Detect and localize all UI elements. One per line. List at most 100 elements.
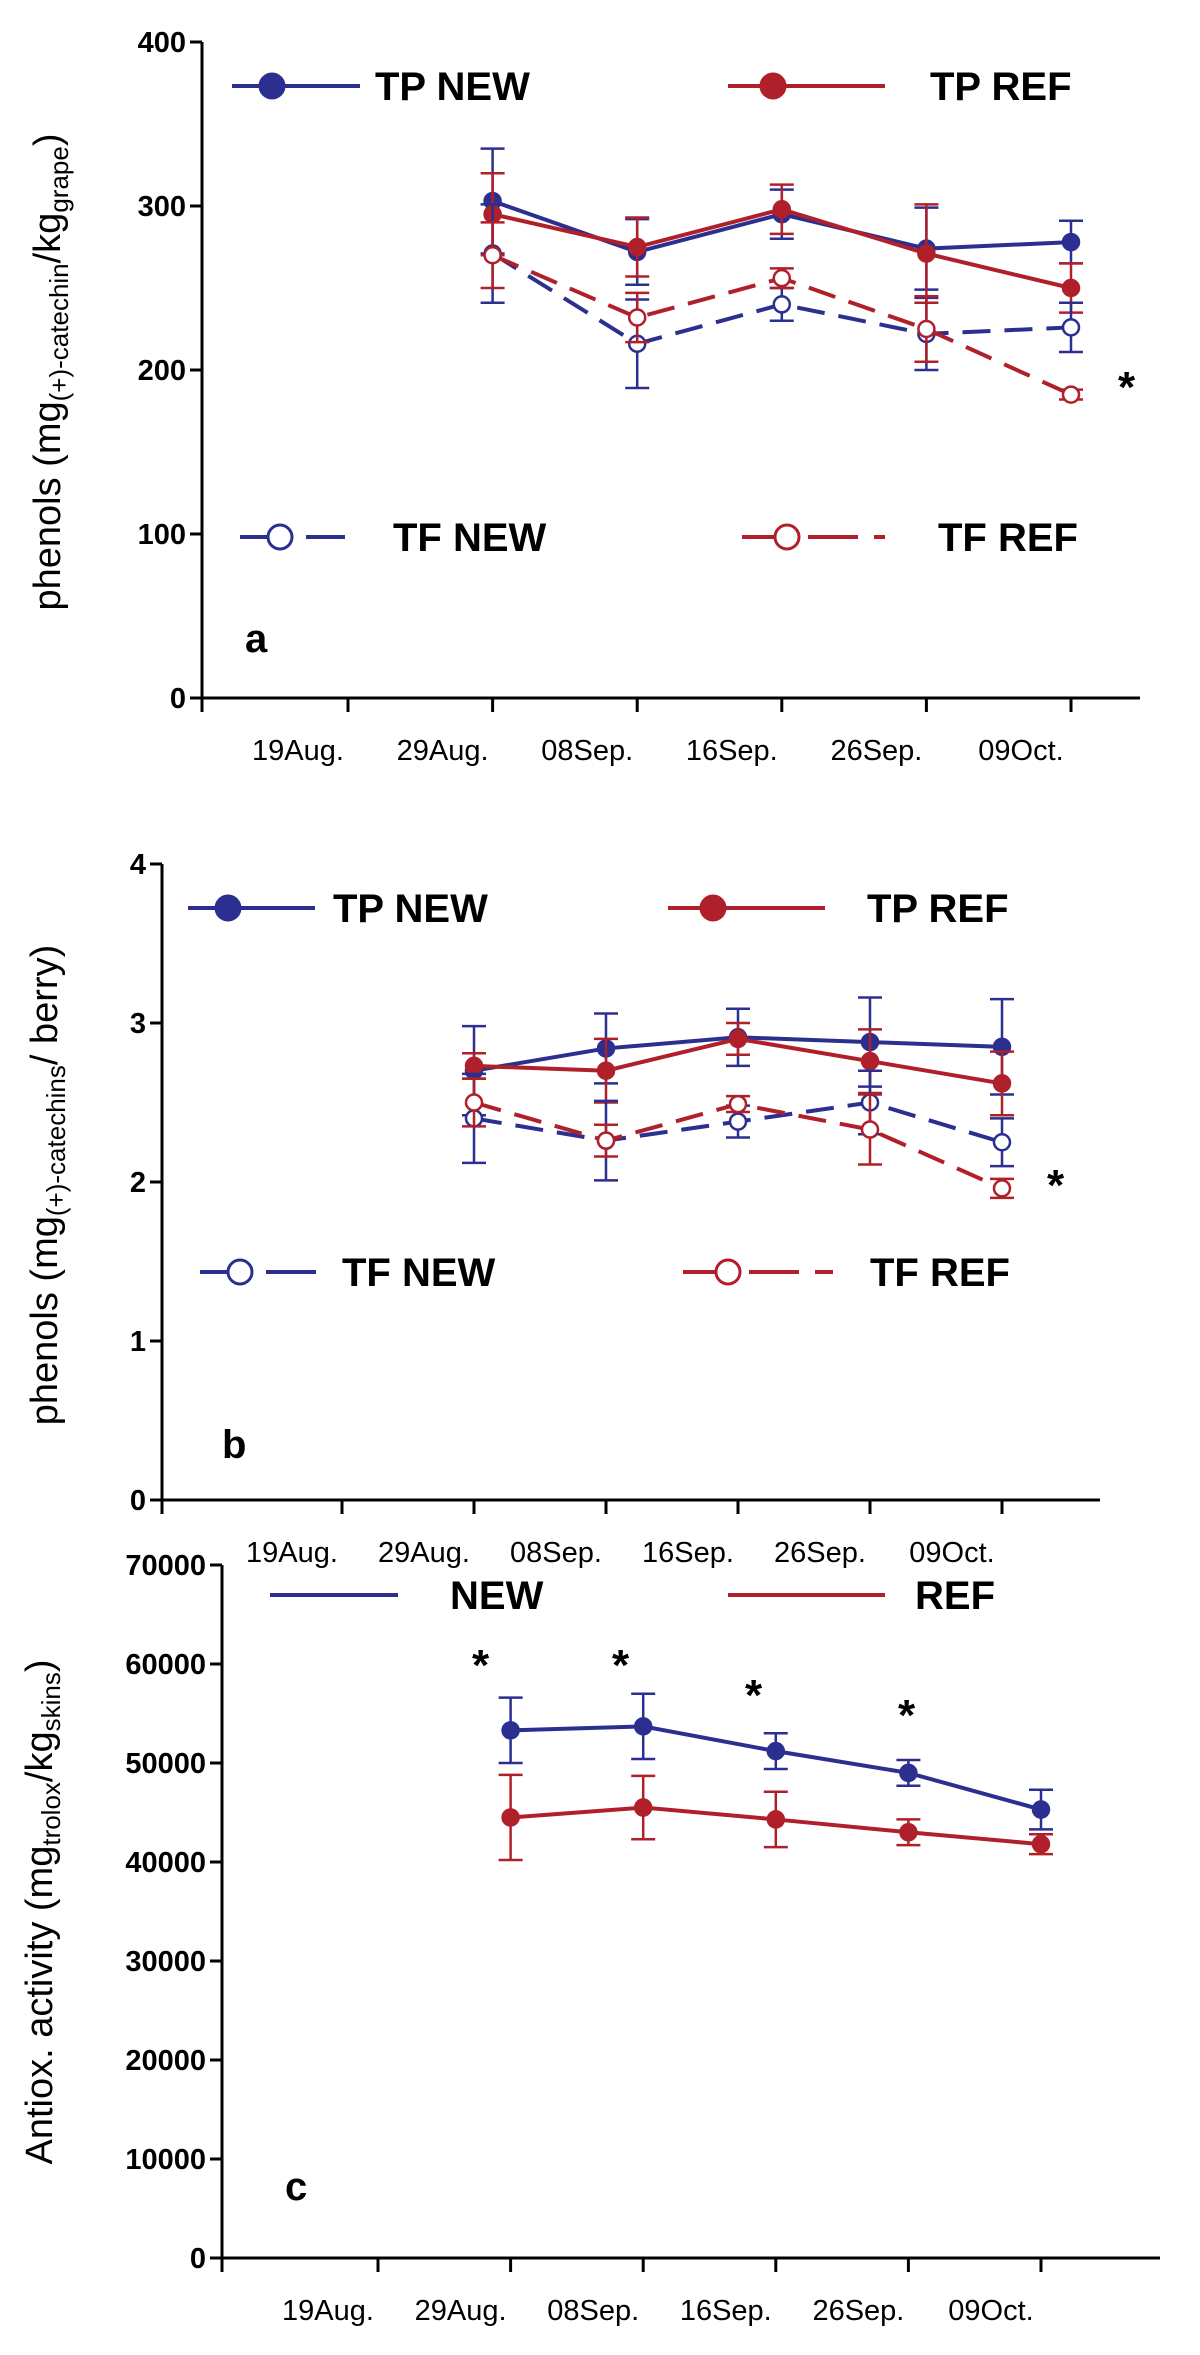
y-tick-label: 40000: [125, 1847, 206, 1879]
annotation: *: [472, 1641, 490, 1690]
annotation: *: [1047, 1161, 1065, 1210]
data-point: [1061, 232, 1081, 252]
data-point: [772, 200, 792, 219]
data-point: [772, 295, 792, 314]
panel: 0 1 2 3 4 19Aug. 29Aug. 08Sep. 16Sep. 26Sep. 09Oct…: [24, 849, 1100, 1569]
data-point: [1061, 385, 1081, 404]
y-tick-label: 50000: [125, 1748, 206, 1780]
panel-letter: a: [245, 617, 268, 661]
x-tick-label: 09Oct.: [948, 2295, 1033, 2327]
annotation: *: [612, 1641, 630, 1690]
y-axis-label-part: /kg: [19, 1731, 61, 1782]
y-axis-label: phenols (mg(+)-catechin/kggrape): [27, 134, 74, 611]
x-tick-label: 29Aug.: [378, 1537, 470, 1569]
legend-label: NEW: [450, 1574, 544, 1618]
x-tick-label: 19Aug.: [252, 735, 344, 767]
legend-marker: [258, 72, 286, 100]
data-point: [633, 1798, 653, 1817]
y-axis-label-part: / berry): [24, 945, 66, 1065]
y-tick-label: 100: [138, 519, 186, 551]
y-axis-label-part: grape: [44, 146, 74, 213]
legend-label: TP NEW: [333, 887, 488, 931]
data-point: [483, 245, 502, 265]
panel: 0 10000 20000 30000 40000 50000 60000 70000 19Au…: [19, 1550, 1160, 2327]
data-point: [992, 1074, 1012, 1093]
x-tick-label: 16Sep.: [686, 735, 778, 767]
annotation: *: [1118, 363, 1136, 412]
data-point: [1061, 278, 1081, 298]
x-tick-label: 16Sep.: [642, 1537, 734, 1569]
data-point: [728, 1029, 748, 1049]
x-tick-label: 09Oct.: [978, 735, 1063, 767]
y-tick-label: 1: [130, 1326, 146, 1358]
y-axis-label-part: ): [27, 134, 69, 147]
y-axis-label-part: trolox: [36, 1782, 66, 1846]
y-axis-label-part: phenols (mg: [27, 401, 69, 610]
data-point: [596, 1061, 616, 1080]
x-tick-label: 19Aug.: [246, 1537, 338, 1569]
x-tick-label: 29Aug.: [397, 735, 489, 767]
x-tick-label: 29Aug.: [415, 2295, 507, 2327]
data-point: [728, 1094, 748, 1114]
data-point: [860, 1120, 880, 1139]
y-axis-label-part: /kg: [27, 213, 69, 264]
data-point: [1061, 318, 1081, 337]
annotation: *: [745, 1671, 763, 1720]
legend-label: TP NEW: [375, 65, 530, 109]
y-axis-label-part: ): [19, 1659, 61, 1672]
y-tick-label: 400: [138, 27, 186, 59]
y-tick-label: 200: [138, 355, 186, 387]
y-tick-label: 10000: [125, 2144, 206, 2176]
x-tick-label: 16Sep.: [680, 2295, 772, 2327]
legend-label: TP REF: [867, 887, 1009, 931]
data-point: [860, 1051, 880, 1071]
data-point: [766, 1810, 786, 1829]
data-point: [728, 1112, 748, 1131]
y-axis-label-part: phenols (mg: [24, 1216, 66, 1425]
data-point: [917, 244, 936, 263]
data-point: [501, 1808, 520, 1827]
y-tick-label: 3: [130, 1008, 146, 1040]
legend-label: TF REF: [870, 1251, 1010, 1295]
data-point: [464, 1056, 484, 1076]
y-tick-label: 0: [190, 2243, 206, 2275]
legend-label: TF NEW: [342, 1251, 496, 1295]
legend-marker: [226, 1258, 254, 1286]
data-point: [464, 1093, 484, 1112]
y-tick-label: 60000: [125, 1649, 206, 1681]
x-tick-label: 26Sep.: [812, 2295, 904, 2327]
data-point: [772, 268, 792, 288]
y-tick-label: 70000: [125, 1550, 206, 1582]
data-point: [633, 1717, 653, 1736]
legend-label: TP REF: [930, 65, 1072, 109]
y-tick-label: 0: [170, 683, 186, 715]
y-tick-label: 300: [138, 191, 186, 223]
data-point: [899, 1763, 918, 1783]
legend-marker: [759, 72, 787, 100]
y-axis-label-part: Antiox. activity (mg: [19, 1846, 61, 2165]
data-point: [596, 1131, 616, 1150]
data-point: [1031, 1834, 1051, 1854]
legend-marker: [773, 523, 801, 551]
x-tick-label: 26Sep.: [774, 1537, 866, 1569]
legend-marker: [214, 894, 242, 922]
y-axis-label: Antiox. activity (mgtrolox/kgskins): [19, 1659, 66, 2164]
legend-label: TF REF: [938, 516, 1078, 560]
data-point: [1031, 1800, 1051, 1819]
data-point: [766, 1741, 786, 1761]
y-tick-label: 20000: [125, 2045, 206, 2077]
data-point: [627, 308, 647, 327]
y-axis-label-part: (+)-catechin: [44, 263, 74, 401]
legend-marker: [714, 1258, 742, 1286]
annotation: *: [898, 1691, 916, 1740]
panel: 0 100 200 300 400 19Aug. 29Aug. 08Sep. 16Sep. 26S…: [27, 27, 1140, 767]
panel-letter: c: [285, 2165, 307, 2209]
x-tick-label: 26Sep.: [830, 735, 922, 767]
legend-label: REF: [915, 1574, 995, 1618]
data-point: [992, 1133, 1012, 1152]
legend-label: TF NEW: [393, 516, 547, 560]
panel-letter: b: [222, 1423, 246, 1467]
legend-marker: [699, 894, 727, 922]
legend-marker: [266, 523, 294, 551]
